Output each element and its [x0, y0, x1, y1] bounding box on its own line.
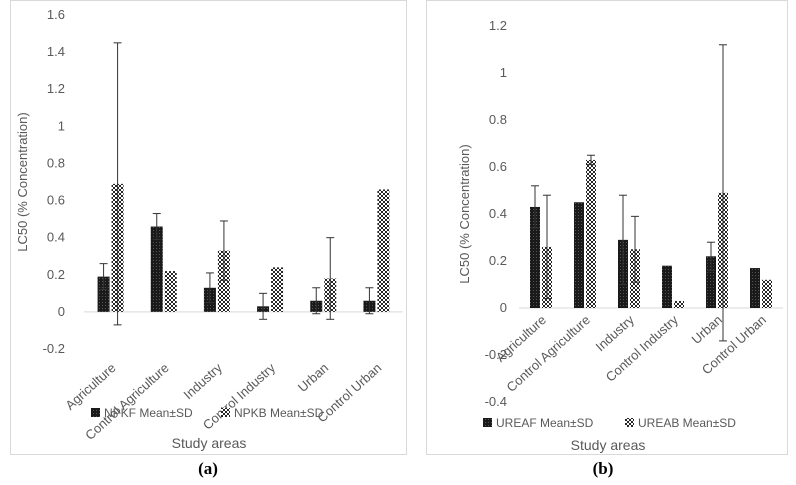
bar	[150, 226, 163, 312]
x-tick-label: Urban	[295, 360, 331, 395]
y-axis-title: LC50 (% Concentration)	[15, 112, 30, 251]
legend-label: UREAF Mean±SD	[496, 416, 594, 430]
bar	[530, 206, 540, 308]
bar	[97, 276, 110, 312]
y-tick-label: 1.4	[47, 44, 65, 59]
legend-label: NPKB Mean±SD	[234, 406, 324, 420]
y-tick-label: 1.2	[489, 18, 507, 33]
legend-swatch	[91, 408, 100, 417]
y-tick-label: 1	[500, 65, 507, 80]
bar	[706, 256, 716, 308]
x-axis-title: Study areas	[172, 435, 247, 451]
bar	[762, 279, 772, 308]
bar	[164, 271, 177, 312]
y-tick-label: 1.6	[47, 7, 65, 22]
bar	[662, 265, 672, 308]
y-tick-label: 1.2	[47, 81, 65, 96]
y-tick-label: 0.2	[489, 253, 507, 268]
y-tick-label: 0.6	[489, 159, 507, 174]
bar	[574, 202, 584, 308]
y-tick-label: 0	[500, 300, 507, 315]
legend-swatch	[483, 418, 492, 427]
bar	[750, 268, 760, 308]
y-axis-title: LC50 (% Concentration)	[457, 144, 472, 283]
bar	[377, 189, 390, 312]
y-tick-label: 0.8	[47, 155, 65, 170]
chart-panel-b: -0.4 -0.2 0 0.2 0.4 0.6 0.8 1 1.2 LC50 (% Concent…	[426, 0, 788, 455]
y-tick-label: 0.6	[47, 193, 65, 208]
legend-label: NPKF Mean±SD	[104, 406, 193, 420]
chart-b-svg: -0.4 -0.2 0 0.2 0.4 0.6 0.8 1 1.2 LC50 (% Concent…	[457, 18, 783, 453]
x-axis-title: Study areas	[571, 437, 646, 453]
chart-panel-a: -0.2 0 0.2 0.4 0.6 0.8 1 1.2 1.4 1.6 LC50 (% Conce…	[10, 0, 407, 455]
x-tick-label: Industry	[181, 360, 226, 402]
x-tick-label: Control Agriculture	[503, 312, 593, 395]
caption-a: (a)	[198, 459, 218, 478]
y-tick-label: 0.8	[489, 112, 507, 127]
legend-swatch	[625, 418, 634, 427]
y-tick-label: -0.2	[43, 341, 65, 356]
caption-b: (b)	[592, 459, 614, 478]
x-tick-label: Urban	[689, 312, 725, 347]
bar	[271, 267, 284, 312]
y-tick-label: -0.2	[485, 347, 507, 362]
y-tick-label: 0	[58, 304, 65, 319]
bar	[674, 300, 684, 308]
y-tick-label: 0.4	[489, 206, 507, 221]
bar	[586, 159, 596, 308]
y-tick-label: -0.4	[485, 394, 507, 409]
y-tick-label: 1	[58, 118, 65, 133]
legend-swatch	[221, 408, 230, 417]
bar	[217, 250, 230, 312]
x-tick-label: Agriculture	[62, 360, 118, 413]
y-tick-label: 0.2	[47, 267, 65, 282]
legend-label: UREAB Mean±SD	[638, 416, 736, 430]
chart-a-svg: -0.2 0 0.2 0.4 0.6 0.8 1 1.2 1.4 1.6 LC50 (% Conce…	[15, 7, 403, 451]
y-tick-label: 0.4	[47, 230, 65, 245]
